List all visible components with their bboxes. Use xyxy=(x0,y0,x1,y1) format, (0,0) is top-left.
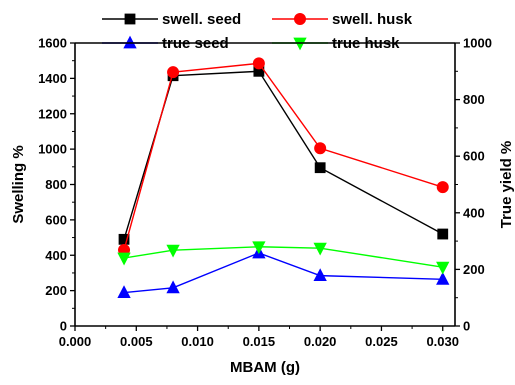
data-point-square xyxy=(437,228,449,240)
data-point-triangle-down xyxy=(436,261,450,275)
x-tick-label: 0.000 xyxy=(59,334,92,349)
data-point-square xyxy=(124,13,136,25)
y2-axis-label: True yield % xyxy=(498,141,515,229)
x-tick-label: 0.030 xyxy=(426,334,459,349)
data-point-square xyxy=(314,162,326,174)
series-swell-husk xyxy=(118,57,449,256)
y-tick-label: 200 xyxy=(45,283,67,298)
data-point-circle xyxy=(436,181,449,194)
series-layer xyxy=(117,57,450,299)
x-ticks: 0.000 0.005 0.010 0.015 0.020 0.025 0.030 xyxy=(59,326,459,349)
data-point-triangle-up xyxy=(117,285,131,299)
data-point-triangle-down xyxy=(166,244,180,258)
y2-tick-label: 400 xyxy=(463,205,485,220)
series-swell-seed xyxy=(118,65,449,245)
legend-item: swell. husk xyxy=(272,11,413,28)
data-point-triangle-down xyxy=(252,241,266,255)
x-tick-label: 0.015 xyxy=(243,334,276,349)
y2-tick-label: 800 xyxy=(463,92,485,107)
x-tick-label: 0.005 xyxy=(120,334,153,349)
axes xyxy=(74,42,456,327)
y2-tick-label: 1000 xyxy=(463,36,492,51)
data-point-circle xyxy=(252,57,265,70)
y-tick-label: 400 xyxy=(45,248,67,263)
y-tick-label: 0 xyxy=(60,319,67,334)
data-point-triangle-down xyxy=(117,252,131,266)
series-true-husk xyxy=(117,241,450,275)
data-point-circle xyxy=(293,12,306,25)
y-tick-label: 1400 xyxy=(38,71,67,86)
x-tick-label: 0.010 xyxy=(181,334,214,349)
data-point-circle xyxy=(167,66,180,79)
series-line xyxy=(123,62,443,251)
y-tick-label: 1200 xyxy=(38,106,67,121)
y-tick-label: 1600 xyxy=(38,36,67,51)
y-axis-label: Swelling % xyxy=(10,145,27,223)
x-tick-label: 0.020 xyxy=(304,334,337,349)
y-tick-label: 1000 xyxy=(38,142,67,157)
data-point-triangle-up xyxy=(313,268,327,282)
legend-label: swell. seed xyxy=(162,11,241,28)
data-point-circle xyxy=(314,142,327,155)
y-tick-label: 800 xyxy=(45,177,67,192)
y2-tick-label: 200 xyxy=(463,262,485,277)
data-point-triangle-up xyxy=(166,280,180,294)
data-point-triangle-down xyxy=(313,242,327,256)
y-ticks-right: 0 200 400 600 800 1000 xyxy=(455,36,492,334)
y-tick-label: 600 xyxy=(45,212,67,227)
x-tick-label: 0.025 xyxy=(365,334,398,349)
x-axis-label: MBAM (g) xyxy=(230,359,300,376)
legend-label: swell. husk xyxy=(332,11,413,28)
legend-item: swell. seed xyxy=(102,11,241,28)
data-point-triangle-up xyxy=(436,271,450,285)
y2-tick-label: 0 xyxy=(463,319,470,334)
y2-tick-label: 600 xyxy=(463,149,485,164)
series-true-seed xyxy=(117,245,450,299)
y-ticks-left: 0 200 400 600 800 1000 1200 1400 1600 xyxy=(38,36,75,334)
